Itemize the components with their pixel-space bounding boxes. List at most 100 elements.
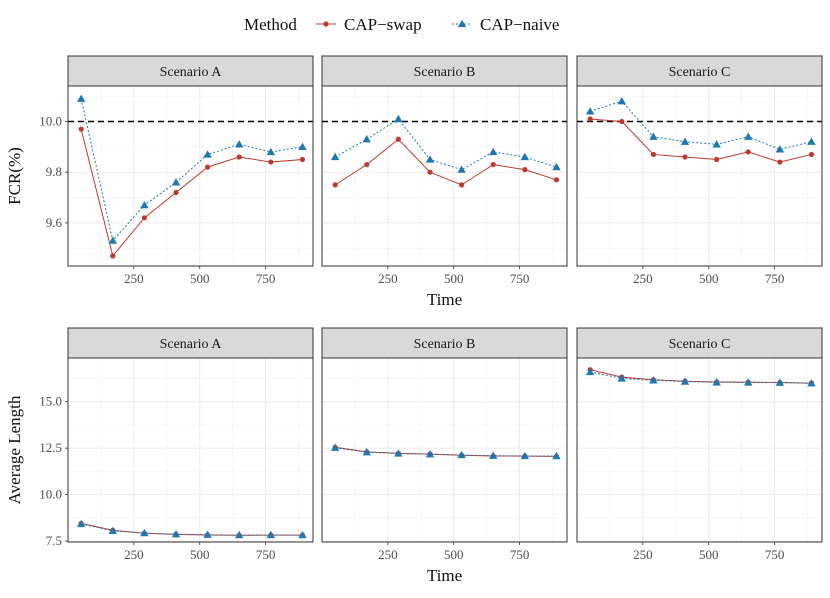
x-tick-label: 500 xyxy=(190,271,210,286)
legend-item-cap-naive: CAP−naive xyxy=(452,15,559,34)
data-point-cap-naive xyxy=(394,449,403,457)
x-tick-label: 250 xyxy=(633,271,653,286)
legend-key-marker xyxy=(323,21,329,27)
facet-strip xyxy=(576,327,823,359)
x-tick-label: 250 xyxy=(378,547,398,562)
data-point-cap-naive xyxy=(585,367,595,376)
data-point-cap-naive xyxy=(744,132,753,140)
y-axis-label: FCR(%) xyxy=(5,147,24,205)
data-point-cap-naive xyxy=(457,450,466,459)
data-point-cap-swap xyxy=(268,159,274,165)
series-line-cap-naive xyxy=(335,447,557,457)
series-line-cap-swap xyxy=(590,118,812,163)
data-point-cap-naive xyxy=(617,97,626,105)
data-point-cap-naive xyxy=(649,132,658,140)
data-point-cap-swap xyxy=(299,156,306,163)
series-line-cap-naive xyxy=(81,523,303,536)
facet-title: Scenario B xyxy=(414,337,476,352)
x-axis-label: Time xyxy=(427,290,462,309)
facet-strip xyxy=(67,55,314,87)
legend-title: Method xyxy=(244,15,297,34)
panel-border xyxy=(321,357,568,543)
data-point-cap-naive xyxy=(394,114,403,123)
panel-scenario-c: Scenario C 250 500 750 xyxy=(576,327,823,562)
data-point-cap-naive xyxy=(617,374,626,382)
data-point-cap-naive xyxy=(362,448,371,456)
panel-scenario-c: Scenario C 250 500 750 xyxy=(576,55,823,286)
data-point-cap-naive xyxy=(171,529,181,538)
legend-key-marker xyxy=(457,19,467,28)
facet-strip xyxy=(576,55,823,87)
facet-strip xyxy=(67,327,314,359)
x-tick-label: 500 xyxy=(444,547,464,562)
data-point-cap-swap xyxy=(650,151,656,158)
data-point-cap-naive xyxy=(140,528,149,537)
legend-label: CAP−swap xyxy=(344,15,422,34)
plot-background xyxy=(322,358,567,542)
data-point-cap-swap xyxy=(427,169,433,175)
panel-scenario-a: Scenario A 250 500 750 xyxy=(67,55,314,286)
legend-label: CAP−naive xyxy=(480,15,559,34)
data-point-cap-swap xyxy=(553,177,560,183)
data-point-cap-naive xyxy=(680,137,690,145)
panel-border xyxy=(67,357,314,543)
data-point-cap-swap xyxy=(459,182,465,188)
legend: Method CAP−swap CAP−naive xyxy=(244,15,559,34)
data-point-cap-naive xyxy=(520,451,530,460)
data-point-cap-naive xyxy=(298,142,307,150)
data-point-cap-naive xyxy=(76,94,86,102)
data-point-cap-swap xyxy=(714,156,720,163)
data-point-cap-naive xyxy=(649,376,658,384)
x-tick-label: 250 xyxy=(633,547,653,562)
plot-background xyxy=(68,86,313,266)
x-tick-label: 750 xyxy=(765,547,785,562)
facet-title: Scenario C xyxy=(669,65,731,80)
data-point-cap-naive xyxy=(489,451,498,459)
panel-scenario-b: Scenario B 250 500 750 xyxy=(321,55,568,286)
data-point-cap-naive xyxy=(298,530,307,539)
panel-border xyxy=(576,357,823,543)
x-tick-label: 250 xyxy=(124,547,144,562)
data-point-cap-swap xyxy=(332,182,338,188)
data-point-cap-naive xyxy=(712,140,721,148)
series-line-cap-naive xyxy=(590,371,812,384)
chart-row-bottom: Average Length 7.5 10.0 12.5 15.0 Time Scenari… xyxy=(5,327,823,585)
facet-title: Scenario A xyxy=(160,337,223,352)
data-point-cap-naive xyxy=(425,450,435,458)
x-tick-label: 250 xyxy=(378,271,398,286)
x-tick-label: 500 xyxy=(699,547,719,562)
data-point-cap-naive xyxy=(807,379,816,387)
data-point-cap-naive xyxy=(203,530,212,538)
data-point-cap-swap xyxy=(522,167,528,173)
data-point-cap-swap xyxy=(78,126,84,132)
data-point-cap-swap xyxy=(236,154,242,160)
data-point-cap-naive xyxy=(108,526,117,534)
data-point-cap-naive xyxy=(330,152,340,161)
data-point-cap-swap xyxy=(777,159,783,165)
data-point-cap-naive xyxy=(552,162,561,171)
data-point-cap-swap xyxy=(395,136,401,142)
series-line-cap-naive xyxy=(334,118,557,171)
data-point-cap-swap xyxy=(205,164,211,170)
x-tick-label: 750 xyxy=(510,271,530,286)
data-point-cap-naive xyxy=(108,236,117,244)
x-tick-label: 250 xyxy=(124,271,144,286)
data-point-cap-swap xyxy=(619,118,625,125)
y-tick-label: 10.0 xyxy=(39,113,62,128)
data-point-cap-naive xyxy=(775,145,785,153)
y-tick-label: 9.6 xyxy=(46,215,63,230)
y-tick-label: 9.8 xyxy=(46,164,62,179)
data-point-cap-naive xyxy=(457,165,466,173)
y-tick-label: 10.0 xyxy=(39,487,62,502)
data-point-cap-naive xyxy=(235,140,244,148)
data-point-cap-naive xyxy=(362,135,371,143)
data-point-cap-naive xyxy=(520,152,530,161)
data-point-cap-naive xyxy=(140,200,149,209)
data-point-cap-naive xyxy=(489,147,498,156)
legend-item-cap-swap: CAP−swap xyxy=(316,15,422,34)
facet-title: Scenario A xyxy=(160,65,223,80)
x-tick-label: 750 xyxy=(765,271,785,286)
x-tick-label: 500 xyxy=(190,547,210,562)
